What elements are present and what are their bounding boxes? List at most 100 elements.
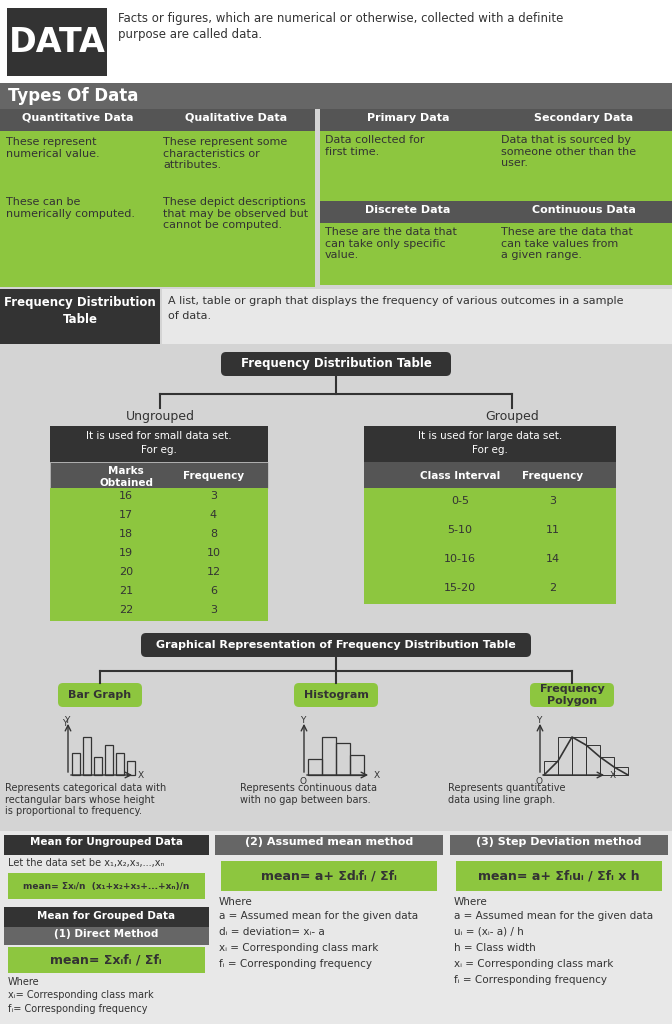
Bar: [496, 109, 672, 131]
Text: mean= Σxᵢ/n  (x₁+x₂+x₃+...+xₙ)/n: mean= Σxᵢ/n (x₁+x₂+x₃+...+xₙ)/n: [23, 882, 190, 891]
Text: 16: 16: [120, 490, 133, 501]
Bar: [308, 759, 322, 775]
Text: A list, table or graph that displays the frequency of various outcomes in a samp: A list, table or graph that displays the…: [168, 296, 624, 306]
Bar: [572, 737, 586, 775]
Text: a = Assumed mean for the given data: a = Assumed mean for the given data: [454, 911, 653, 921]
Text: 12: 12: [206, 567, 220, 577]
Text: Data collected for
first time.: Data collected for first time.: [325, 135, 425, 157]
Text: Class Interval: Class Interval: [419, 471, 500, 481]
Text: 4: 4: [210, 510, 217, 520]
Text: Frequency Distribution
Table: Frequency Distribution Table: [4, 296, 156, 326]
Text: 19: 19: [119, 548, 133, 558]
Bar: [496, 201, 672, 223]
Text: Mean for Grouped Data: Mean for Grouped Data: [37, 911, 175, 921]
Text: Marks
Obtained: Marks Obtained: [99, 466, 153, 487]
Bar: [0, 0, 672, 83]
Bar: [364, 488, 616, 604]
Text: These represent
numerical value.: These represent numerical value.: [6, 137, 99, 159]
Bar: [8, 947, 205, 973]
Text: These are the data that
can take only specific
value.: These are the data that can take only sp…: [325, 227, 457, 260]
Bar: [8, 873, 205, 899]
Bar: [0, 346, 672, 626]
Text: Continuous Data: Continuous Data: [532, 205, 636, 215]
Text: 11: 11: [546, 525, 560, 535]
FancyBboxPatch shape: [294, 683, 378, 707]
Bar: [4, 835, 209, 855]
Text: Facts or figures, which are numerical or otherwise, collected with a definite: Facts or figures, which are numerical or…: [118, 12, 563, 25]
Bar: [94, 757, 102, 775]
Text: X: X: [138, 771, 144, 780]
Bar: [600, 757, 614, 775]
Text: Frequency
Polygon: Frequency Polygon: [540, 684, 604, 706]
Text: (1) Direct Method: (1) Direct Method: [54, 929, 158, 939]
Bar: [127, 761, 135, 775]
Text: X: X: [610, 771, 616, 780]
Bar: [0, 831, 672, 1024]
Text: dᵢ = deviation= xᵢ- a: dᵢ = deviation= xᵢ- a: [219, 927, 325, 937]
Bar: [0, 109, 157, 131]
Bar: [50, 426, 268, 462]
Text: xᵢ = Corresponding class mark: xᵢ = Corresponding class mark: [454, 959, 614, 969]
Text: For eg.: For eg.: [472, 445, 508, 455]
Text: Bar Graph: Bar Graph: [69, 690, 132, 700]
Bar: [221, 861, 437, 891]
Bar: [7, 8, 107, 76]
Bar: [336, 743, 350, 775]
Text: 10-16: 10-16: [444, 554, 476, 564]
Text: mean= Σxᵢfᵢ / Σfᵢ: mean= Σxᵢfᵢ / Σfᵢ: [50, 953, 162, 967]
Text: 21: 21: [119, 586, 133, 596]
Text: Grouped: Grouped: [485, 410, 539, 423]
Bar: [4, 927, 209, 945]
Bar: [50, 488, 268, 621]
Text: Y: Y: [62, 719, 67, 728]
Bar: [0, 629, 672, 633]
Bar: [586, 745, 600, 775]
Text: Y: Y: [300, 716, 306, 725]
Text: 8: 8: [210, 529, 217, 539]
Text: It is used for small data set.: It is used for small data set.: [86, 431, 232, 441]
Text: Types Of Data: Types Of Data: [8, 87, 138, 105]
FancyBboxPatch shape: [530, 683, 614, 707]
Text: Discrete Data: Discrete Data: [366, 205, 451, 215]
Text: Quantitative Data: Quantitative Data: [22, 113, 134, 123]
Text: Represents quantitative
data using line graph.: Represents quantitative data using line …: [448, 783, 566, 805]
Text: Y: Y: [536, 716, 542, 725]
Bar: [544, 761, 558, 775]
FancyBboxPatch shape: [141, 633, 531, 657]
Text: Graphical Representation of Frequency Distribution Table: Graphical Representation of Frequency Di…: [156, 640, 516, 650]
Text: 18: 18: [119, 529, 133, 539]
Bar: [0, 289, 160, 344]
FancyBboxPatch shape: [58, 683, 142, 707]
Text: X: X: [374, 771, 380, 780]
Text: Frequency: Frequency: [183, 471, 244, 481]
Bar: [558, 737, 572, 775]
Bar: [320, 131, 672, 201]
FancyBboxPatch shape: [221, 352, 451, 376]
Text: a = Assumed mean for the given data: a = Assumed mean for the given data: [219, 911, 418, 921]
Text: 6: 6: [210, 586, 217, 596]
Text: 5-10: 5-10: [448, 525, 472, 535]
Bar: [116, 753, 124, 775]
Bar: [0, 83, 672, 109]
Text: Ungrouped: Ungrouped: [126, 410, 194, 423]
Bar: [322, 737, 336, 775]
Text: fᵢ= Corresponding frequency: fᵢ= Corresponding frequency: [8, 1004, 147, 1014]
Text: Where: Where: [454, 897, 488, 907]
Text: 3: 3: [210, 605, 217, 615]
Text: xᵢ= Corresponding class mark: xᵢ= Corresponding class mark: [8, 990, 154, 1000]
Text: (2) Assumed mean method: (2) Assumed mean method: [245, 837, 413, 847]
Text: O: O: [300, 777, 307, 786]
Text: Let the data set be x₁,x₂,x₃,...,xₙ: Let the data set be x₁,x₂,x₃,...,xₙ: [8, 858, 165, 868]
Text: For eg.: For eg.: [141, 445, 177, 455]
Bar: [320, 109, 496, 131]
Text: 20: 20: [119, 567, 133, 577]
Bar: [83, 737, 91, 775]
Text: Y: Y: [65, 716, 70, 725]
Text: fᵢ = Corresponding frequency: fᵢ = Corresponding frequency: [454, 975, 607, 985]
Text: O: O: [536, 777, 543, 786]
Text: h = Class width: h = Class width: [454, 943, 536, 953]
Text: Secondary Data: Secondary Data: [534, 113, 634, 123]
Text: Where: Where: [8, 977, 40, 987]
Text: Histogram: Histogram: [304, 690, 368, 700]
Text: DATA: DATA: [9, 26, 106, 58]
